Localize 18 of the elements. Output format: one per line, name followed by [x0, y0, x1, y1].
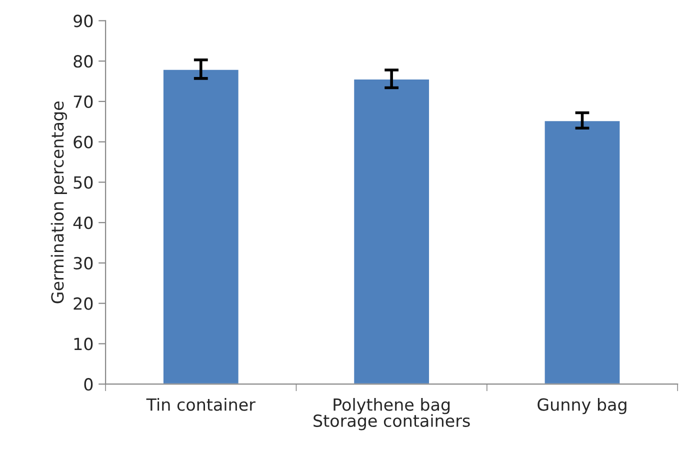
y-tick-label: 80 [74, 55, 93, 68]
y-axis-title: Germination percentage [50, 102, 67, 304]
y-tick-label: 50 [74, 176, 93, 189]
y-tick-label: 20 [74, 297, 93, 310]
x-tick-label: Polythene bag [334, 398, 450, 414]
y-tick-label: 40 [73, 216, 93, 230]
bar [543, 120, 622, 384]
y-tick-label: 60 [74, 136, 93, 148]
bar [352, 78, 430, 384]
bar [162, 68, 240, 384]
x-tick-label: Gunny bag [538, 398, 626, 414]
y-tick-label: 30 [74, 256, 93, 270]
y-tick-label: 10 [74, 338, 93, 350]
y-tick-label: 70 [74, 95, 93, 108]
y-tick-label: 0 [84, 378, 93, 391]
x-tick-label: Tin container [146, 398, 256, 411]
y-tick-label: 90 [74, 14, 93, 28]
x-axis-title: Storage containers [314, 414, 470, 430]
